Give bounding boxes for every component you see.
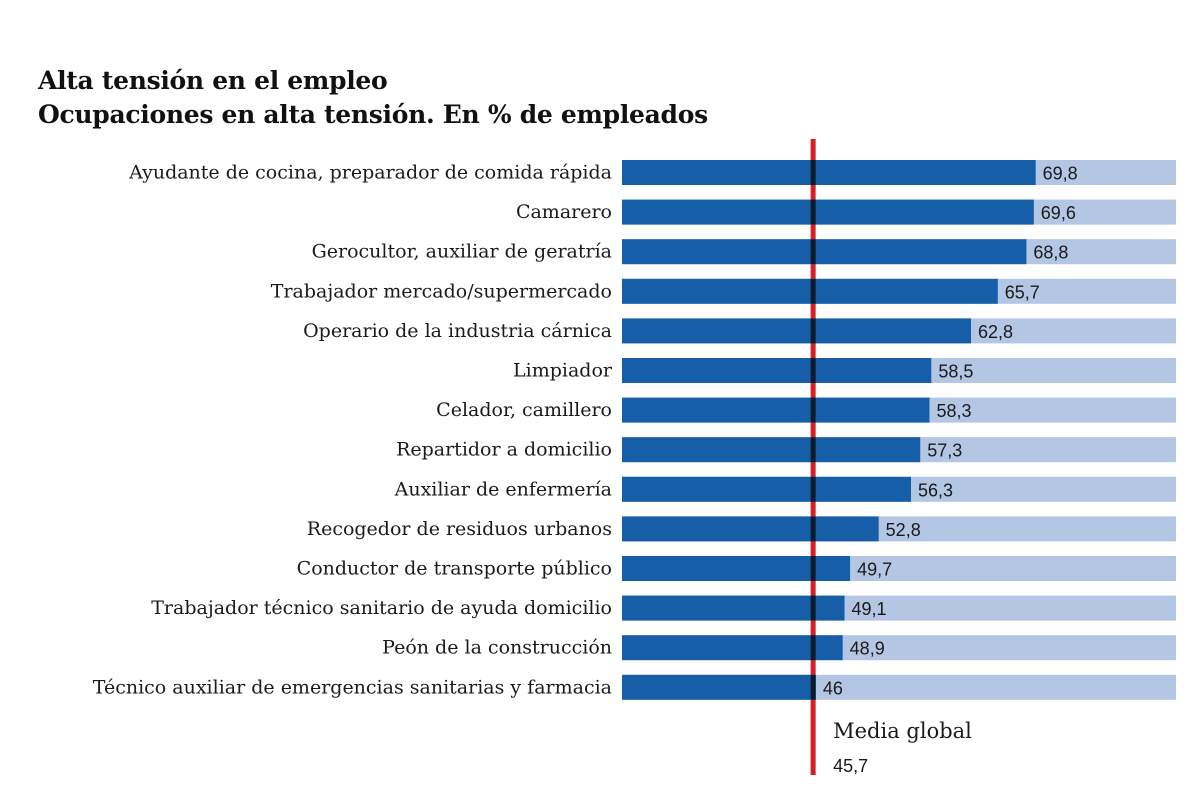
category-label: Limpiador bbox=[513, 360, 613, 382]
category-label: Recogedor de residuos urbanos bbox=[307, 518, 612, 540]
bar bbox=[622, 199, 1034, 225]
chart-title: Alta tensión en el empleo bbox=[38, 66, 388, 95]
bar bbox=[622, 437, 921, 463]
value-label: 48,9 bbox=[850, 639, 885, 659]
bar bbox=[622, 397, 930, 423]
bar bbox=[622, 556, 851, 581]
reference-overlap bbox=[810, 318, 816, 344]
category-label: Técnico auxiliar de emergencias sanitari… bbox=[93, 676, 612, 698]
value-label: 68,8 bbox=[1033, 243, 1068, 263]
value-label: 58,3 bbox=[936, 401, 971, 421]
reference-overlap bbox=[810, 358, 816, 383]
reference-overlap bbox=[810, 516, 816, 542]
category-label: Gerocultor, auxiliar de geratría bbox=[312, 241, 612, 263]
reference-overlap bbox=[810, 239, 816, 265]
value-label: 62,8 bbox=[978, 322, 1013, 342]
value-label: 69,8 bbox=[1043, 164, 1078, 184]
category-label: Ayudante de cocina, preparador de comida… bbox=[128, 162, 612, 184]
category-label: Trabajador mercado/supermercado bbox=[271, 280, 612, 302]
reference-overlap bbox=[810, 595, 816, 621]
value-label: 69,6 bbox=[1041, 203, 1076, 223]
reference-overlap bbox=[810, 160, 816, 185]
value-label: 56,3 bbox=[918, 480, 953, 500]
category-label: Repartidor a domicilio bbox=[396, 439, 612, 461]
category-label: Trabajador técnico sanitario de ayuda do… bbox=[151, 597, 612, 619]
value-label: 49,1 bbox=[852, 599, 887, 619]
reference-overlap bbox=[810, 556, 816, 581]
bar bbox=[622, 278, 998, 304]
value-label: 58,5 bbox=[938, 362, 973, 382]
value-label: 46 bbox=[823, 678, 843, 698]
reference-overlap bbox=[810, 199, 816, 225]
reference-overlap bbox=[810, 674, 816, 700]
bar bbox=[622, 358, 932, 383]
bar bbox=[622, 595, 845, 621]
chart-subtitle: Ocupaciones en alta tensión. En % de emp… bbox=[38, 100, 708, 129]
reference-overlap bbox=[810, 397, 816, 423]
reference-overlap bbox=[810, 476, 816, 502]
value-label: 65,7 bbox=[1005, 282, 1040, 302]
reference-overlap bbox=[810, 278, 816, 304]
reference-line-value: 45,7 bbox=[833, 756, 868, 776]
bar bbox=[622, 635, 843, 661]
bar bbox=[622, 674, 816, 700]
bar bbox=[622, 239, 1027, 265]
reference-overlap bbox=[810, 635, 816, 661]
bar bbox=[622, 476, 912, 502]
category-label: Celador, camillero bbox=[436, 399, 612, 421]
reference-line-label: Media global bbox=[833, 719, 972, 743]
category-label: Conductor de transporte público bbox=[297, 558, 612, 580]
category-label: Peón de la construcción bbox=[382, 637, 612, 659]
bar bbox=[622, 160, 1036, 185]
value-label: 57,3 bbox=[927, 441, 962, 461]
category-label: Operario de la industria cárnica bbox=[303, 320, 612, 342]
category-label: Auxiliar de enfermería bbox=[394, 478, 612, 500]
reference-overlap bbox=[810, 437, 816, 463]
bar bbox=[622, 516, 879, 542]
category-label: Camarero bbox=[516, 201, 612, 223]
bar bbox=[622, 318, 972, 344]
value-label: 49,7 bbox=[857, 560, 892, 580]
value-label: 52,8 bbox=[886, 520, 921, 540]
